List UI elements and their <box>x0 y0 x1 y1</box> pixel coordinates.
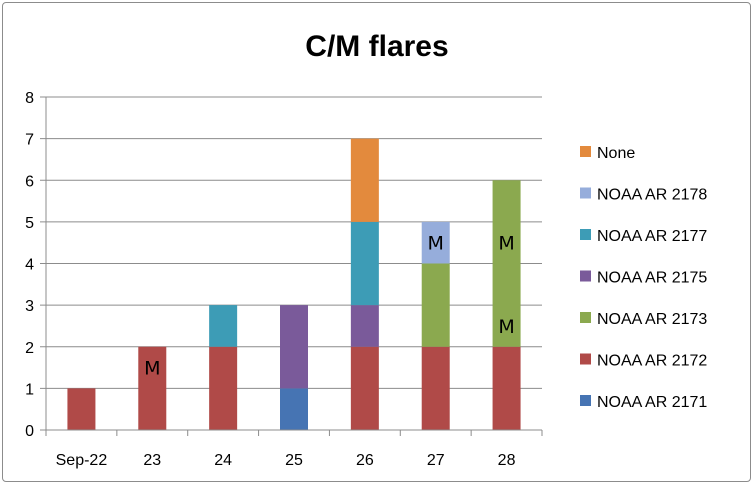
bar-segment <box>421 346 450 430</box>
bar-segment <box>350 305 379 347</box>
bar-segment <box>209 346 238 430</box>
bar-segment <box>138 346 167 430</box>
legend-swatch <box>580 312 591 323</box>
annotation-label: M <box>498 233 514 255</box>
y-tick-label: 7 <box>25 132 34 149</box>
bar-segment <box>280 305 308 389</box>
y-tick-label: 4 <box>25 257 34 274</box>
x-tick-label: 24 <box>214 452 232 469</box>
bar-segment <box>209 305 238 347</box>
x-tick-label: 23 <box>143 452 161 469</box>
gridlines <box>46 96 542 389</box>
y-tick-label: 8 <box>25 90 34 107</box>
y-tick-label: 2 <box>25 340 34 357</box>
annotation-label: M <box>428 233 444 255</box>
chart-title: C/M flares <box>305 30 448 63</box>
legend-label: NOAA AR 2172 <box>597 353 707 370</box>
bar-segment <box>492 180 521 347</box>
legend-swatch <box>580 187 591 199</box>
legend-label: NOAA AR 2173 <box>597 311 707 328</box>
bar-segment <box>350 138 379 222</box>
x-tick-label: 25 <box>285 452 303 469</box>
legend-label: NOAA AR 2178 <box>597 187 707 204</box>
y-tick-label: 1 <box>25 381 34 398</box>
legend-label: NOAA AR 2177 <box>597 228 707 245</box>
legend-label: NOAA AR 2171 <box>597 394 707 411</box>
y-tick-label: 0 <box>25 423 34 440</box>
legend-swatch <box>580 353 591 365</box>
legend-swatch <box>580 270 591 282</box>
y-tick-label: 3 <box>25 298 34 315</box>
legend-label: None <box>597 145 635 162</box>
bars <box>67 138 521 430</box>
bar-segment <box>492 346 521 430</box>
legend-swatch <box>580 146 591 157</box>
bar-segment <box>421 263 450 347</box>
legend: None NOAA AR 2178 NOAA AR 2177 NOAA AR 2175… <box>580 145 707 411</box>
x-tick-label: 28 <box>498 452 516 469</box>
legend-label: NOAA AR 2175 <box>597 270 707 287</box>
x-tick-label: Sep-22 <box>56 452 108 469</box>
bar-segment <box>350 346 379 430</box>
annotations: M M M M <box>144 233 515 380</box>
bar-segment <box>421 221 450 264</box>
y-tick-label: 6 <box>25 173 34 190</box>
bar-segment <box>67 388 96 430</box>
legend-swatch <box>580 395 591 406</box>
annotation-label: M <box>144 358 160 380</box>
x-tick-label: 27 <box>427 452 445 469</box>
legend-swatch <box>580 229 591 240</box>
bar-segment <box>350 221 379 306</box>
bar-segment <box>280 388 308 430</box>
x-tick-label: 26 <box>356 452 374 469</box>
annotation-label: M <box>498 316 514 338</box>
y-tick-label: 5 <box>25 215 34 232</box>
